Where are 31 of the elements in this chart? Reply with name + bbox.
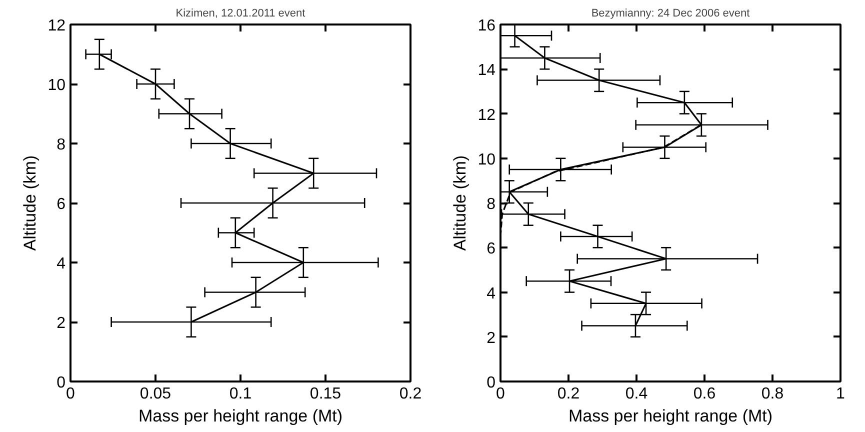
y-tick-label: 0 [486,374,496,392]
y-tick-label: 14 [478,62,496,80]
y-tick-label: 6 [56,196,66,213]
y-tick-label: 10 [478,151,496,168]
y-tick-label: 2 [486,330,496,347]
x-tick-label: 0.8 [761,386,784,402]
y-tick-label: 8 [56,136,66,154]
x-tick-label: 0.1 [229,386,252,402]
chart-title: Bezymianny: 24 Dec 2006 event [591,8,750,20]
y-tick-label: 12 [478,106,496,124]
y-tick-label: 12 [48,18,66,34]
x-tick-label: 0.6 [693,386,716,402]
x-tick-label: 0.2 [399,386,422,402]
y-tick-label: 8 [486,196,496,213]
y-tick-label: 6 [486,240,496,258]
x-tick-label: 1 [836,386,846,402]
x-axis-title: Mass per height range (Mt) [568,406,773,426]
x-axis-title: Mass per height range (Mt) [138,406,343,426]
y-tick-label: 10 [48,77,66,94]
chart-title: Kizimen, 12.01.2011 event [176,8,306,20]
x-tick-label: 0.05 [140,386,172,402]
x-tick-label: 0.15 [310,386,342,402]
y-axis-title: Altitude (km) [20,155,40,251]
y-tick-label: 4 [56,256,66,272]
y-tick-label: 16 [478,18,496,34]
x-tick-label: 0.2 [557,386,580,402]
y-tick-label: 2 [56,315,66,332]
x-tick-label: 0.4 [625,386,648,402]
y-tick-label: 0 [56,374,66,392]
y-axis-title: Altitude (km) [450,155,470,251]
y-tick-label: 4 [486,285,496,302]
